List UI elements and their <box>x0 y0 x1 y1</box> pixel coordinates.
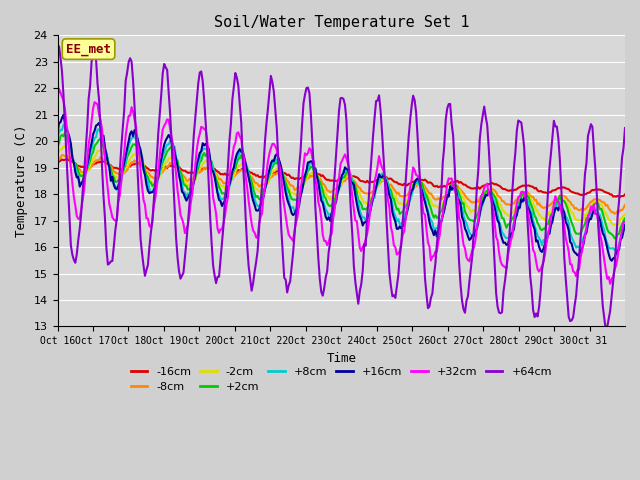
+2cm <box>544 221 552 227</box>
-2cm <box>620 213 627 219</box>
+64cm <box>74 237 82 243</box>
+32cm <box>621 219 629 225</box>
+8cm <box>621 222 629 228</box>
+8cm <box>54 133 61 139</box>
+8cm <box>61 120 68 126</box>
+2cm <box>92 141 100 147</box>
-2cm <box>74 168 82 174</box>
+64cm <box>621 125 629 131</box>
-16cm <box>544 190 552 196</box>
+16cm <box>608 258 616 264</box>
+8cm <box>74 176 82 182</box>
-8cm <box>621 202 629 208</box>
+16cm <box>460 218 467 224</box>
Y-axis label: Temperature (C): Temperature (C) <box>15 125 28 237</box>
+2cm <box>347 174 355 180</box>
Line: -8cm: -8cm <box>58 155 625 214</box>
-8cm <box>74 166 82 172</box>
-2cm <box>61 144 68 149</box>
+8cm <box>460 213 467 219</box>
-8cm <box>54 159 61 165</box>
+8cm <box>611 247 618 253</box>
+64cm <box>55 43 63 49</box>
Line: -2cm: -2cm <box>58 146 625 225</box>
+32cm <box>54 95 61 101</box>
-2cm <box>92 152 100 158</box>
+2cm <box>61 130 68 136</box>
+16cm <box>74 174 82 180</box>
+16cm <box>620 228 627 234</box>
-16cm <box>54 159 61 165</box>
-8cm <box>460 190 467 196</box>
+32cm <box>347 181 355 187</box>
-8cm <box>347 176 355 181</box>
+8cm <box>544 228 552 234</box>
+32cm <box>544 232 552 238</box>
Line: +64cm: +64cm <box>58 46 625 330</box>
+2cm <box>611 235 618 241</box>
-8cm <box>611 211 618 216</box>
+64cm <box>544 190 552 195</box>
Title: Soil/Water Temperature Set 1: Soil/Water Temperature Set 1 <box>214 15 469 30</box>
-8cm <box>620 205 627 211</box>
+16cm <box>347 179 355 184</box>
+64cm <box>620 145 627 151</box>
-16cm <box>620 193 627 199</box>
-8cm <box>60 152 67 158</box>
+64cm <box>347 209 355 215</box>
+32cm <box>92 100 100 106</box>
-16cm <box>74 163 82 169</box>
+64cm <box>460 306 467 312</box>
-2cm <box>611 222 618 228</box>
+32cm <box>460 242 467 248</box>
Line: +8cm: +8cm <box>58 123 625 250</box>
+2cm <box>54 144 61 150</box>
-8cm <box>92 157 100 163</box>
-8cm <box>544 203 552 209</box>
Line: +16cm: +16cm <box>58 115 625 261</box>
+16cm <box>621 222 629 228</box>
+16cm <box>60 112 67 118</box>
+64cm <box>92 57 100 62</box>
+64cm <box>602 327 609 333</box>
-2cm <box>460 195 467 201</box>
+16cm <box>92 123 100 129</box>
-16cm <box>621 192 629 197</box>
+8cm <box>620 226 627 231</box>
Line: +32cm: +32cm <box>58 88 625 284</box>
Line: -16cm: -16cm <box>58 159 625 197</box>
Line: +2cm: +2cm <box>58 133 625 238</box>
+16cm <box>544 231 552 237</box>
+8cm <box>347 172 355 178</box>
-16cm <box>615 194 623 200</box>
-16cm <box>460 182 467 188</box>
-2cm <box>54 154 61 159</box>
-16cm <box>63 156 70 162</box>
-16cm <box>347 173 355 179</box>
+32cm <box>55 85 63 91</box>
-2cm <box>347 176 355 181</box>
+32cm <box>74 216 82 222</box>
+2cm <box>620 218 627 224</box>
+64cm <box>54 46 61 51</box>
-16cm <box>92 161 100 167</box>
+16cm <box>54 131 61 136</box>
-2cm <box>621 212 629 217</box>
+8cm <box>92 134 100 140</box>
+2cm <box>74 168 82 174</box>
Legend: -16cm, -8cm, -2cm, +2cm, +8cm, +16cm, +32cm, +64cm: -16cm, -8cm, -2cm, +2cm, +8cm, +16cm, +3… <box>126 362 556 396</box>
+32cm <box>606 281 614 287</box>
Text: EE_met: EE_met <box>66 43 111 56</box>
+2cm <box>460 200 467 206</box>
-2cm <box>544 212 552 218</box>
+32cm <box>620 219 627 225</box>
X-axis label: Time: Time <box>326 352 356 365</box>
+2cm <box>621 216 629 221</box>
